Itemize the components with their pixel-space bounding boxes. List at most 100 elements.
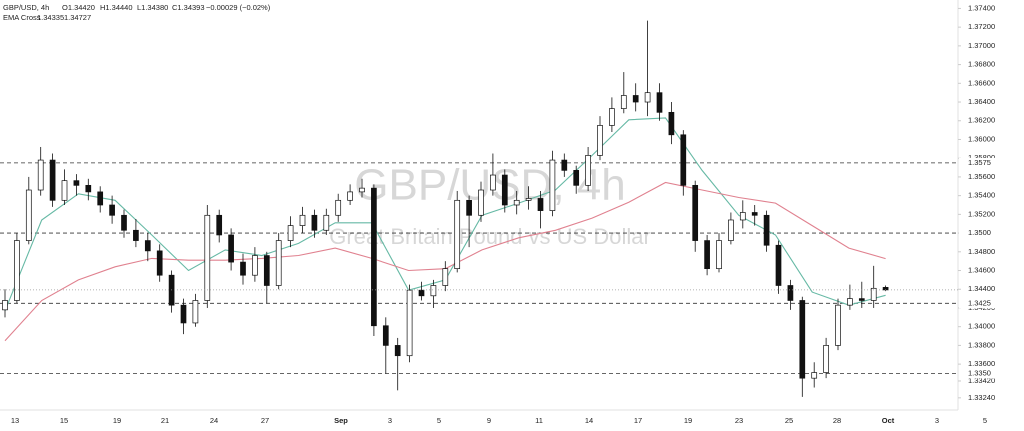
x-tick-label: 27: [261, 416, 269, 425]
candle-body: [73, 180, 80, 186]
candle-body: [609, 108, 615, 126]
candle-body: [61, 180, 68, 201]
candle-body: [14, 240, 20, 301]
x-tick-label: 19: [113, 416, 121, 425]
x-tick-label: 28: [833, 416, 841, 425]
x-tick-label: 24: [210, 416, 218, 425]
candle-body: [347, 191, 353, 201]
x-tick-label: 13: [11, 416, 19, 425]
header-change: −0.00029 (−0.02%): [206, 3, 271, 12]
indicator-value: 1.34727: [64, 13, 91, 22]
header-low: L1.34380: [137, 3, 168, 12]
x-tick-label: 5: [983, 416, 987, 425]
y-tick-label: 1.34400: [968, 284, 995, 293]
candle-body: [430, 285, 437, 297]
candle-body: [25, 189, 32, 241]
candle-body: [2, 300, 8, 311]
candle-body: [704, 240, 710, 270]
candle-body: [144, 240, 151, 252]
candle-body: [371, 187, 377, 327]
candle-body: [490, 174, 496, 191]
y-tick-label: 1.36800: [968, 60, 995, 69]
candle-body: [394, 345, 401, 357]
y-tick-label: 1.33420: [968, 376, 995, 385]
candle-body: [680, 134, 687, 186]
candle-body: [787, 285, 794, 301]
candle-body: [835, 304, 841, 346]
candle-body: [109, 204, 115, 216]
y-tick-label: 1.37000: [968, 41, 995, 50]
level-label-bg: [959, 368, 1019, 379]
y-tick-label: 1.35600: [968, 172, 995, 181]
candle-body: [121, 214, 127, 231]
candle-body: [525, 198, 532, 201]
candle-body: [252, 255, 258, 276]
x-tick-label: 17: [634, 416, 642, 425]
candle-body: [180, 304, 187, 324]
x-tick-label: 3: [935, 416, 939, 425]
header-title: GBP/USD, 4h: [3, 3, 49, 12]
candle-body: [811, 372, 818, 379]
candle-body: [97, 191, 104, 206]
x-tick-label: 9: [487, 416, 491, 425]
candle-body: [668, 111, 675, 136]
candle-body: [823, 345, 829, 373]
candle-body: [466, 199, 472, 216]
candle-body: [228, 234, 234, 263]
y-tick-label: 1.35400: [968, 191, 995, 200]
candle-body: [311, 214, 318, 231]
candle-body: [585, 155, 591, 186]
level-label: 1.3500: [968, 228, 991, 237]
y-tick-label: 1.33800: [968, 340, 995, 349]
candle-body: [359, 187, 365, 193]
candle-body: [716, 240, 722, 270]
level-label-bg: [959, 157, 1019, 168]
x-tick-label: Sep: [334, 416, 348, 425]
candle-body: [728, 219, 734, 241]
candle-body: [287, 225, 294, 241]
candle-body: [739, 212, 746, 221]
y-tick-label: 1.34000: [968, 322, 995, 331]
candle-body: [442, 268, 449, 286]
candle-body: [549, 159, 556, 211]
candle-body: [537, 198, 544, 211]
candle-body: [49, 159, 56, 201]
candle-body: [216, 214, 223, 236]
header-close: C1.34393: [172, 3, 205, 12]
candle-body: [37, 159, 44, 191]
candle-body: [620, 95, 627, 109]
candle-body: [418, 289, 425, 297]
y-tick-label: 1.33240: [968, 393, 995, 402]
candle-body: [240, 261, 246, 276]
x-tick-label: 21: [161, 416, 169, 425]
y-tick-label: 1.34600: [968, 266, 995, 275]
y-tick-label: 1.35200: [968, 209, 995, 218]
y-tick-label: 1.36600: [968, 78, 995, 87]
x-tick-label: 3: [388, 416, 392, 425]
indicator-value: 1.34335: [37, 13, 64, 22]
candle-body: [692, 184, 699, 241]
x-tick-label: 19: [684, 416, 692, 425]
candle-body: [382, 325, 389, 346]
y-tick-label: 1.36400: [968, 97, 995, 106]
watermark-symbol: GBP/USD, 4h: [354, 161, 625, 210]
y-tick-label: 1.34800: [968, 247, 995, 256]
candle-body: [133, 229, 139, 241]
candle-body: [299, 214, 306, 226]
candle-body: [501, 174, 508, 206]
candle-body: [751, 212, 758, 216]
level-label-bg: [959, 298, 1019, 309]
candle-body: [763, 214, 770, 246]
x-tick-label: 23: [735, 416, 743, 425]
watermark-description: Great Britain Pound vs US Dollar: [329, 224, 651, 249]
y-tick-label: 1.37200: [968, 22, 995, 31]
candle-body: [204, 214, 211, 301]
x-tick-label: 5: [437, 416, 441, 425]
candle-body: [513, 199, 520, 206]
candle-body: [644, 92, 651, 103]
candle-body: [323, 214, 330, 231]
candle-body: [597, 125, 603, 156]
candle-body: [775, 244, 782, 286]
